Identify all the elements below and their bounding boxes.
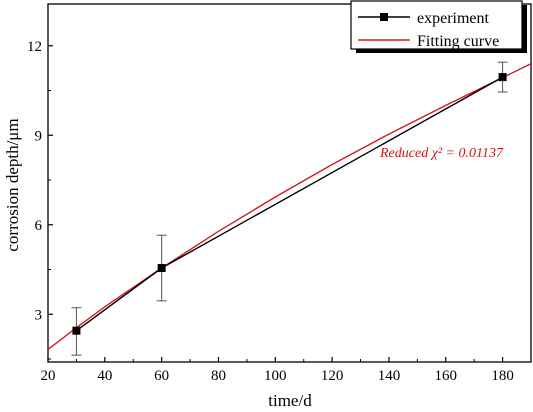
plot-frame [47,3,532,363]
experiment-point [72,326,81,335]
x-tick-label: 80 [211,368,226,384]
x-tick-label: 140 [378,368,401,384]
data-layer [71,61,508,356]
annotation-reduced-chi-square: Reduced χ² = 0.01137 [379,146,504,161]
x-tick-label: 160 [435,368,458,384]
axis-ticks: 20 40 60 80 100 120 140 160 180 3 6 9 12 [27,39,514,384]
x-tick-label: 20 [41,368,56,384]
y-tick-label: 3 [35,307,43,323]
x-tick-label: 180 [491,368,514,384]
experiment-point [498,73,507,82]
x-tick-label: 60 [154,368,169,384]
x-axis-title: time/d [268,391,312,410]
y-tick-label: 12 [27,39,42,55]
experiment-point [157,264,166,273]
legend-fit-label: Fitting curve [417,33,499,50]
y-tick-label: 9 [35,128,43,144]
fitting-curve-line [47,63,532,351]
x-tick-label: 120 [321,368,344,384]
x-tick-label: 100 [264,368,287,384]
y-tick-label: 6 [35,218,43,234]
legend-box [350,0,523,50]
legend-experiment-label: experiment [417,10,490,27]
plot-border [47,3,532,363]
legend-experiment-marker [380,13,388,21]
legend: experiment Fitting curve [350,0,527,53]
experiment-line [75,76,503,332]
x-tick-label: 40 [97,368,112,384]
fit-layer [47,63,532,351]
y-axis-title: corrosion depth/μm [3,118,22,251]
